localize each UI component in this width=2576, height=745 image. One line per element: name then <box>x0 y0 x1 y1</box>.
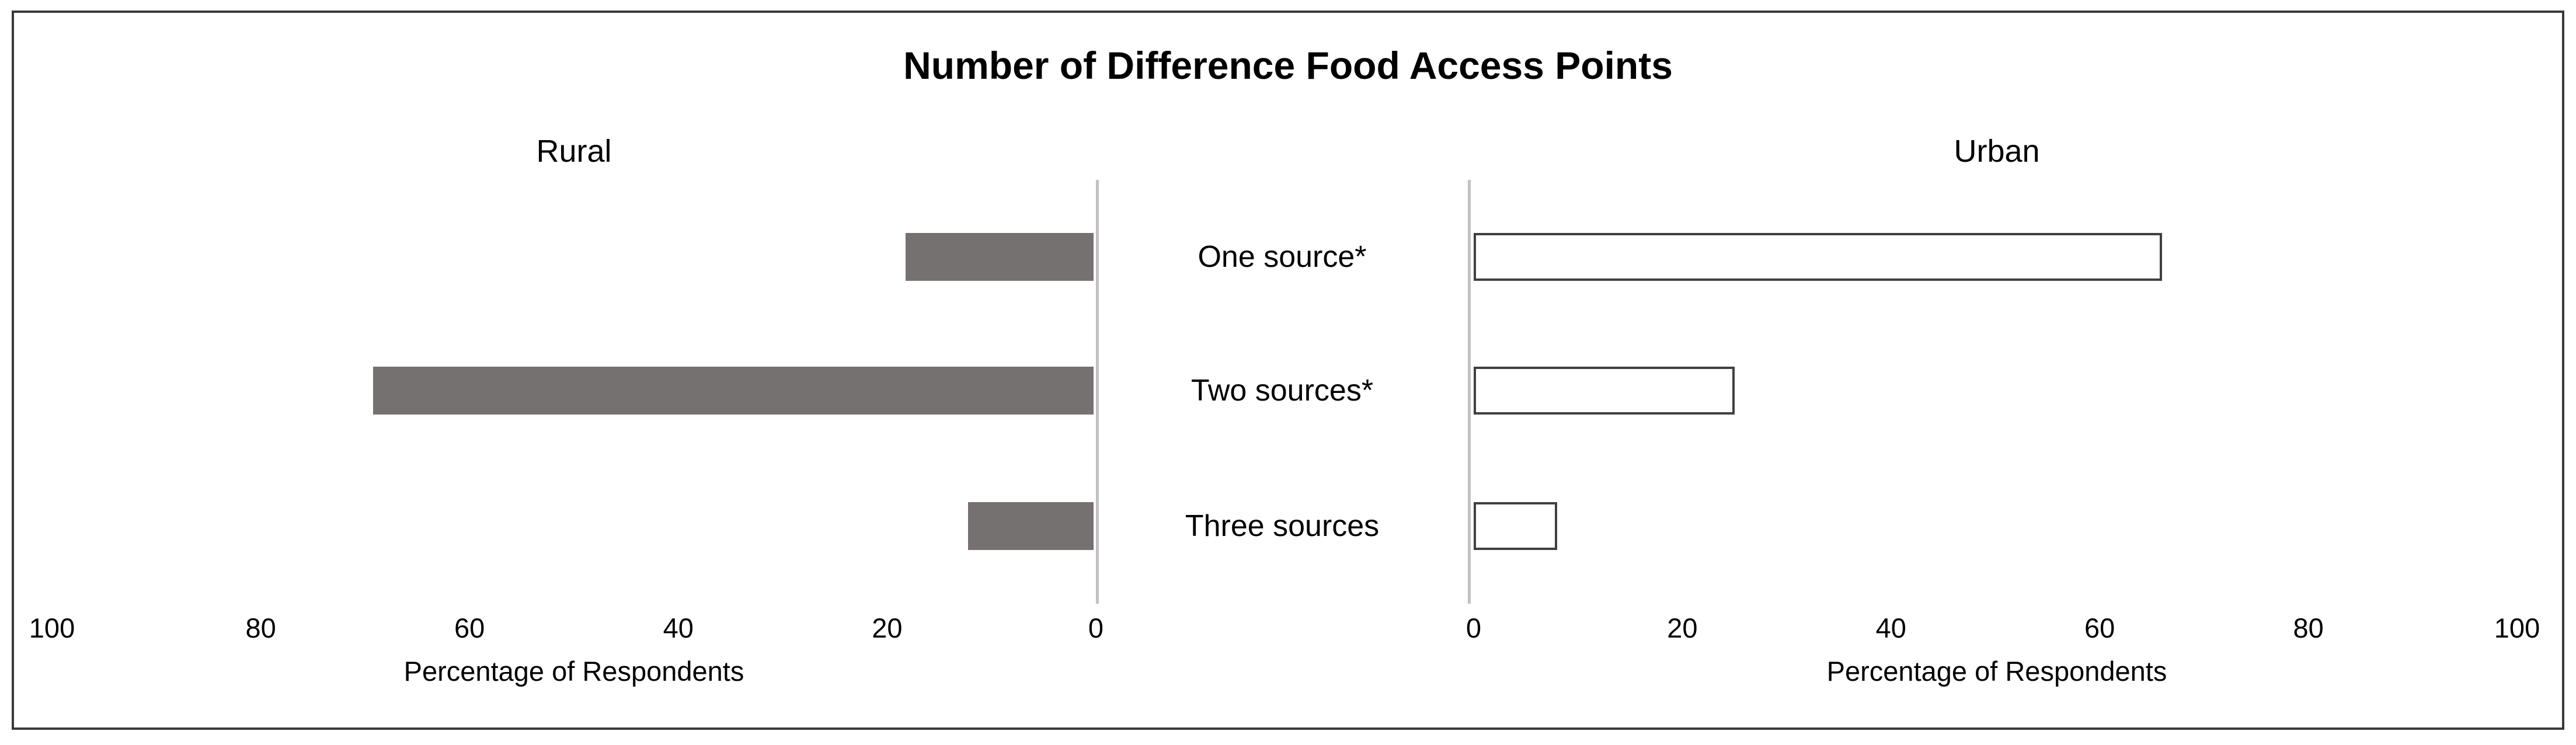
urban-axis-tick-60: 60 <box>2084 612 2115 643</box>
rural-panel-header: Rural <box>536 134 612 169</box>
rural-axis-title: Percentage of Respondents <box>403 656 744 687</box>
rural-bar-one-source <box>906 233 1094 281</box>
urban-panel-header: Urban <box>1954 134 2040 169</box>
category-label-one-source: One source* <box>1198 240 1367 274</box>
urban-axis-tick-40: 40 <box>1875 612 1906 643</box>
urban-axis-tick-80: 80 <box>2293 612 2324 643</box>
chart-title: Number of Difference Food Access Points <box>903 44 1673 87</box>
rural-axis-tick-100: 100 <box>29 612 75 643</box>
rural-axis-tick-40: 40 <box>663 612 694 643</box>
urban-axis-tick-100: 100 <box>2494 612 2540 643</box>
rural-axis-tick-80: 80 <box>245 612 276 643</box>
urban-bar-three-sources <box>1474 502 1557 550</box>
rural-bar-two-sources <box>373 367 1094 415</box>
category-label-three-sources: Three sources <box>1185 509 1380 543</box>
rural-axis-tick-0: 0 <box>1088 612 1104 643</box>
rural-zero-axis-line <box>1096 180 1099 604</box>
urban-axis-title: Percentage of Respondents <box>1826 656 2167 687</box>
rural-bar-three-sources <box>968 502 1094 550</box>
urban-bar-two-sources <box>1474 367 1735 415</box>
urban-axis-tick-20: 20 <box>1667 612 1698 643</box>
urban-bar-one-source <box>1474 233 2163 281</box>
urban-axis-tick-0: 0 <box>1465 612 1482 643</box>
category-label-two-sources: Two sources* <box>1190 374 1374 408</box>
rural-axis-tick-20: 20 <box>872 612 903 643</box>
rural-axis-tick-60: 60 <box>454 612 485 643</box>
urban-zero-axis-line <box>1468 180 1471 604</box>
